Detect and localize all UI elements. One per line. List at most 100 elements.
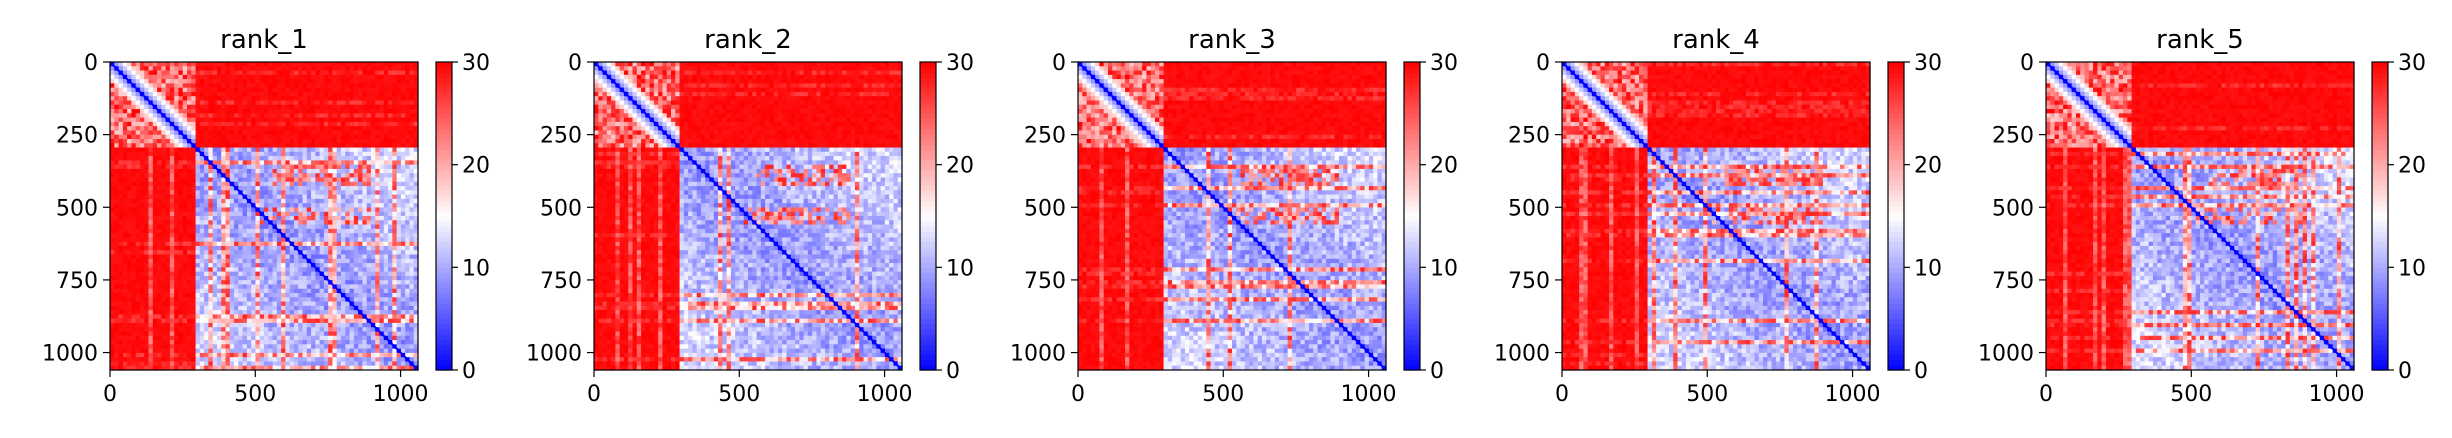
heatmap-cell xyxy=(362,349,367,354)
heatmap-cell xyxy=(281,62,286,67)
heatmap-cell xyxy=(392,302,397,307)
heatmap-cell xyxy=(149,207,154,212)
heatmap-cell xyxy=(345,250,350,255)
heatmap-cell xyxy=(380,66,385,71)
heatmap-cell xyxy=(375,83,380,88)
heatmap-cell xyxy=(384,190,389,195)
heatmap-cell xyxy=(114,314,119,319)
heatmap-cell xyxy=(255,344,260,349)
heatmap-cell xyxy=(277,118,282,123)
heatmap-cell xyxy=(375,293,380,298)
heatmap-cell xyxy=(200,190,205,195)
heatmap-cell xyxy=(392,143,397,148)
heatmap-cell xyxy=(405,165,410,170)
heatmap-cell xyxy=(196,118,201,123)
heatmap-cell xyxy=(140,289,145,294)
heatmap-cell xyxy=(401,207,406,212)
heatmap-cell xyxy=(226,229,231,234)
heatmap-cell xyxy=(375,207,380,212)
heatmap-cell xyxy=(166,71,171,76)
heatmap-cell xyxy=(350,323,355,328)
heatmap-cell xyxy=(341,66,346,71)
heatmap-cell xyxy=(311,83,316,88)
heatmap-cell xyxy=(303,96,308,101)
heatmap-cell xyxy=(183,62,188,67)
heatmap-cell xyxy=(238,148,243,153)
heatmap-cell xyxy=(375,190,380,195)
heatmap-cell xyxy=(362,272,367,277)
heatmap-cell xyxy=(114,122,119,127)
heatmap-cell xyxy=(123,237,128,242)
heatmap-cell xyxy=(277,220,282,225)
heatmap-cell xyxy=(328,216,333,221)
heatmap-cell xyxy=(119,113,124,118)
heatmap-cell xyxy=(131,233,136,238)
heatmap-cell xyxy=(324,96,329,101)
heatmap-cell xyxy=(161,199,166,204)
heatmap-cell xyxy=(131,148,136,153)
heatmap-cell xyxy=(397,263,402,268)
heatmap-cell xyxy=(204,165,209,170)
heatmap-cell xyxy=(123,229,128,234)
heatmap-cell xyxy=(290,336,295,341)
heatmap-cell xyxy=(217,139,222,144)
heatmap-cell xyxy=(187,126,192,131)
heatmap-cell xyxy=(320,280,325,285)
heatmap-cell xyxy=(200,96,205,101)
heatmap-cell xyxy=(251,246,256,251)
heatmap-cell xyxy=(144,173,149,178)
heatmap-cell xyxy=(204,306,209,311)
heatmap-cell xyxy=(170,96,175,101)
heatmap-cell xyxy=(367,152,372,157)
heatmap-cell xyxy=(131,327,136,332)
heatmap-cell xyxy=(328,242,333,247)
heatmap-cell xyxy=(337,173,342,178)
heatmap-cell xyxy=(294,169,299,174)
heatmap-cell xyxy=(285,101,290,106)
heatmap-cell xyxy=(409,280,414,285)
heatmap-cell xyxy=(354,259,359,264)
heatmap-cell xyxy=(320,319,325,324)
heatmap-cell xyxy=(149,203,154,208)
heatmap-cell xyxy=(136,314,141,319)
heatmap-cell xyxy=(114,293,119,298)
heatmap-cell xyxy=(405,242,410,247)
heatmap-cell xyxy=(350,113,355,118)
heatmap-cell xyxy=(303,216,308,221)
heatmap-cell xyxy=(174,148,179,153)
heatmap-cell xyxy=(208,225,213,230)
heatmap-cell xyxy=(380,62,385,67)
heatmap-cell xyxy=(350,267,355,272)
heatmap-cell xyxy=(234,302,239,307)
heatmap-cell xyxy=(307,344,312,349)
heatmap-cell xyxy=(268,169,273,174)
heatmap-cell xyxy=(315,349,320,354)
heatmap-cell xyxy=(371,190,376,195)
heatmap-cell xyxy=(367,203,372,208)
heatmap-cell xyxy=(166,336,171,341)
heatmap-cell xyxy=(251,314,256,319)
heatmap-cell xyxy=(367,113,372,118)
heatmap-cell xyxy=(153,182,158,187)
heatmap-cell xyxy=(251,310,256,315)
heatmap-cell xyxy=(238,293,243,298)
heatmap-cell xyxy=(397,160,402,165)
heatmap-cell xyxy=(354,143,359,148)
heatmap-cell xyxy=(380,190,385,195)
heatmap-cell xyxy=(196,66,201,71)
heatmap-cell xyxy=(123,182,128,187)
heatmap-cell xyxy=(298,293,303,298)
heatmap-cell xyxy=(307,242,312,247)
heatmap-cell xyxy=(320,160,325,165)
heatmap-cell xyxy=(144,66,149,71)
heatmap-cell xyxy=(384,216,389,221)
heatmap-cell xyxy=(140,105,145,110)
heatmap-cell xyxy=(183,272,188,277)
heatmap-cell xyxy=(362,323,367,328)
heatmap-cell xyxy=(328,207,333,212)
heatmap-cell xyxy=(290,71,295,76)
heatmap-cell xyxy=(268,349,273,354)
heatmap-cell xyxy=(303,229,308,234)
heatmap-cell xyxy=(315,306,320,311)
heatmap-cell xyxy=(328,267,333,272)
